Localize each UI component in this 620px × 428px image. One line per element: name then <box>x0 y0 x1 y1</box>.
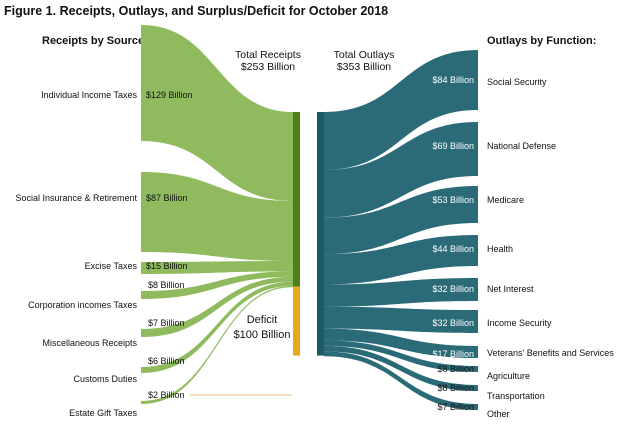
outlay-category-label: Medicare <box>487 195 524 205</box>
outlay-flow-national-defense <box>324 122 478 218</box>
figure-title: Figure 1. Receipts, Outlays, and Surplus… <box>4 4 388 18</box>
outlay-category-label: Transportation <box>487 391 545 401</box>
receipt-value-label: $6 Billion <box>148 356 185 366</box>
receipt-value-label: $7 Billion <box>148 318 185 328</box>
receipt-flows <box>141 25 293 404</box>
receipt-value-label: $2 Billion <box>148 390 185 400</box>
receipt-flow-customs-duties <box>141 281 293 373</box>
outlay-category-label: Other <box>487 409 510 419</box>
receipt-category-label: Excise Taxes <box>85 261 138 271</box>
outlay-category-label: National Defense <box>487 141 556 151</box>
receipt-flow-individual-income-taxes <box>141 25 293 202</box>
receipt-flow-corporation-incomes-taxes <box>141 271 293 299</box>
outlay-flow-medicare <box>324 186 478 255</box>
total-receipts-value: $253 Billion <box>241 61 295 73</box>
outlay-value-label: $17 Billion <box>432 349 474 359</box>
outlay-value-label: $8 Billion <box>437 383 474 393</box>
receipt-category-label: Estate Gift Taxes <box>69 408 137 418</box>
outlay-flow-net-interest <box>324 278 478 307</box>
receipt-value-label: $87 Billion <box>146 193 188 203</box>
outlay-flow-income-security <box>324 306 478 333</box>
total-outlays-value: $353 Billion <box>337 61 391 73</box>
receipts-heading: Receipts by Source: <box>42 35 148 47</box>
outlay-category-label: Veterans' Benefits and Services <box>487 348 614 358</box>
outlay-flow-transportation <box>324 345 478 391</box>
outlay-flow-social-security <box>324 50 478 170</box>
receipt-category-label: Social Insurance & Retirement <box>15 193 137 203</box>
outlays-heading: Outlays by Function: <box>487 35 596 47</box>
receipt-flow-excise-taxes <box>141 261 293 274</box>
receipt-category-label: Individual Income Taxes <box>41 90 137 100</box>
outlay-category-label: Social Security <box>487 77 547 87</box>
outlay-value-label: $8 Billion <box>437 364 474 374</box>
outlay-flow-other <box>324 351 478 410</box>
outlay-flow-agriculture <box>324 340 478 372</box>
total-outlays-label: Total Outlays <box>334 49 395 61</box>
deficit-value: $100 Billion <box>234 329 291 341</box>
outlay-flow-health <box>324 235 478 285</box>
outlay-value-label: $32 Billion <box>432 284 474 294</box>
total-receipts-label: Total Receipts <box>235 49 301 61</box>
receipt-category-label: Corporation incomes Taxes <box>28 300 137 310</box>
outlay-category-label: Health <box>487 244 513 254</box>
outlay-category-label: Agriculture <box>487 371 530 381</box>
outlay-value-label: $53 Billion <box>432 195 474 205</box>
outlay-flow-veterans-benefits-and-services <box>324 328 478 358</box>
receipt-category-label: Customs Duties <box>73 374 137 384</box>
total-outlays-bar <box>317 112 324 356</box>
receipt-category-label: Miscellaneous Receipts <box>42 338 137 348</box>
flow-labels: Individual Income Taxes $129 Billion Socia… <box>15 75 614 419</box>
outlay-value-label: $7 Billion <box>437 402 474 412</box>
outlay-flows <box>324 50 478 410</box>
total-receipts-bar <box>293 112 300 287</box>
receipt-flow-miscellaneous-receipts <box>141 276 293 337</box>
deficit-bar <box>293 286 300 356</box>
receipt-value-label: $8 Billion <box>148 280 185 290</box>
receipt-value-label: $15 Billion <box>146 261 188 271</box>
total-bars <box>190 112 324 396</box>
outlay-value-label: $69 Billion <box>432 141 474 151</box>
outlay-value-label: $84 Billion <box>432 75 474 85</box>
receipt-value-label: $129 Billion <box>146 90 193 100</box>
outlay-category-label: Net Interest <box>487 284 534 294</box>
outlay-category-label: Income Security <box>487 318 552 328</box>
receipt-flow-estate-gift-taxes <box>141 285 293 404</box>
outlay-value-label: $44 Billion <box>432 244 474 254</box>
receipt-flow-social-insurance-retirement <box>141 172 293 262</box>
deficit-label: Deficit <box>247 314 278 326</box>
outlay-value-label: $32 Billion <box>432 318 474 328</box>
